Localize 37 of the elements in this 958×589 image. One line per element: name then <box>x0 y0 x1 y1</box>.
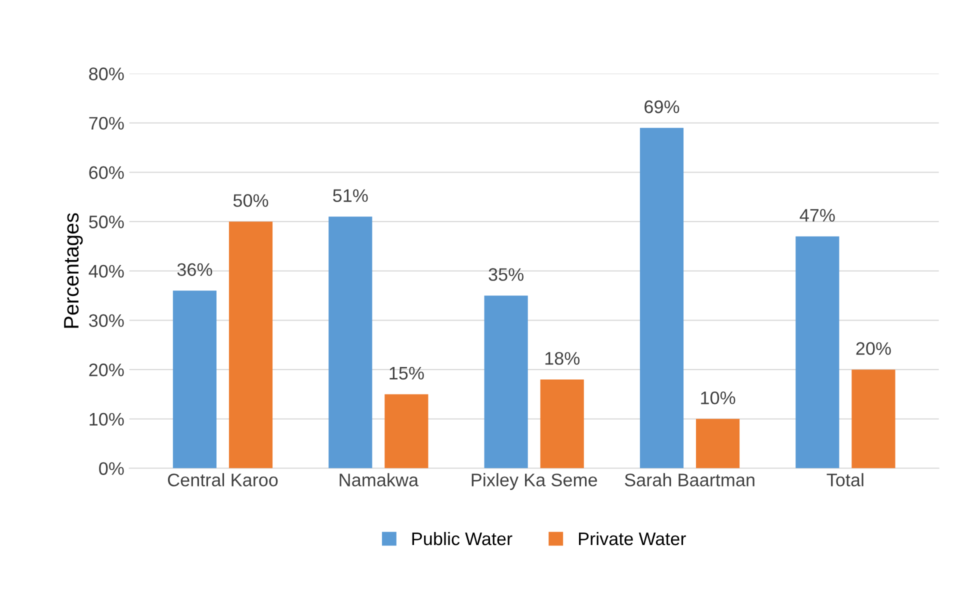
bar <box>484 296 528 468</box>
y-tick-label: 70% <box>89 116 124 130</box>
bar <box>384 394 428 468</box>
data-label: 35% <box>488 268 524 281</box>
data-label: 10% <box>701 391 736 404</box>
y-axis-title: Percentages <box>64 213 83 328</box>
y-tick-label: 40% <box>88 264 124 278</box>
bar <box>328 216 372 468</box>
x-tick-label: Total <box>826 473 864 486</box>
data-label: 69% <box>644 100 680 114</box>
y-tick-label: 0% <box>99 462 124 475</box>
data-label: 15% <box>390 366 424 380</box>
y-tick-label: 10% <box>90 412 124 426</box>
y-tick-label: 30% <box>89 314 124 327</box>
bar <box>172 290 217 468</box>
data-label: 51% <box>333 189 368 202</box>
bar <box>852 370 896 468</box>
bar <box>796 236 840 468</box>
x-tick-label: Sarah Baartman <box>624 473 754 486</box>
data-label: 50% <box>233 194 268 207</box>
x-tick-label: Central Karoo <box>168 473 278 486</box>
y-tick-label: 20% <box>89 364 124 376</box>
bar <box>640 128 684 468</box>
data-label: 36% <box>177 263 212 276</box>
legend-label: Public Water <box>412 532 512 546</box>
bar <box>228 222 273 468</box>
bar <box>540 379 584 468</box>
data-label: 47% <box>800 209 835 222</box>
bar <box>696 418 740 468</box>
x-tick-label: Pixley Ka Seme <box>472 473 598 490</box>
y-tick-label: 80% <box>89 68 124 80</box>
data-label: 18% <box>545 352 580 365</box>
y-tick-label: 50% <box>89 216 124 228</box>
data-label: 20% <box>856 342 891 355</box>
x-tick-label: Namakwa <box>340 473 419 486</box>
legend-label: Private Water <box>579 532 686 546</box>
y-tick-label: 60% <box>89 166 124 180</box>
